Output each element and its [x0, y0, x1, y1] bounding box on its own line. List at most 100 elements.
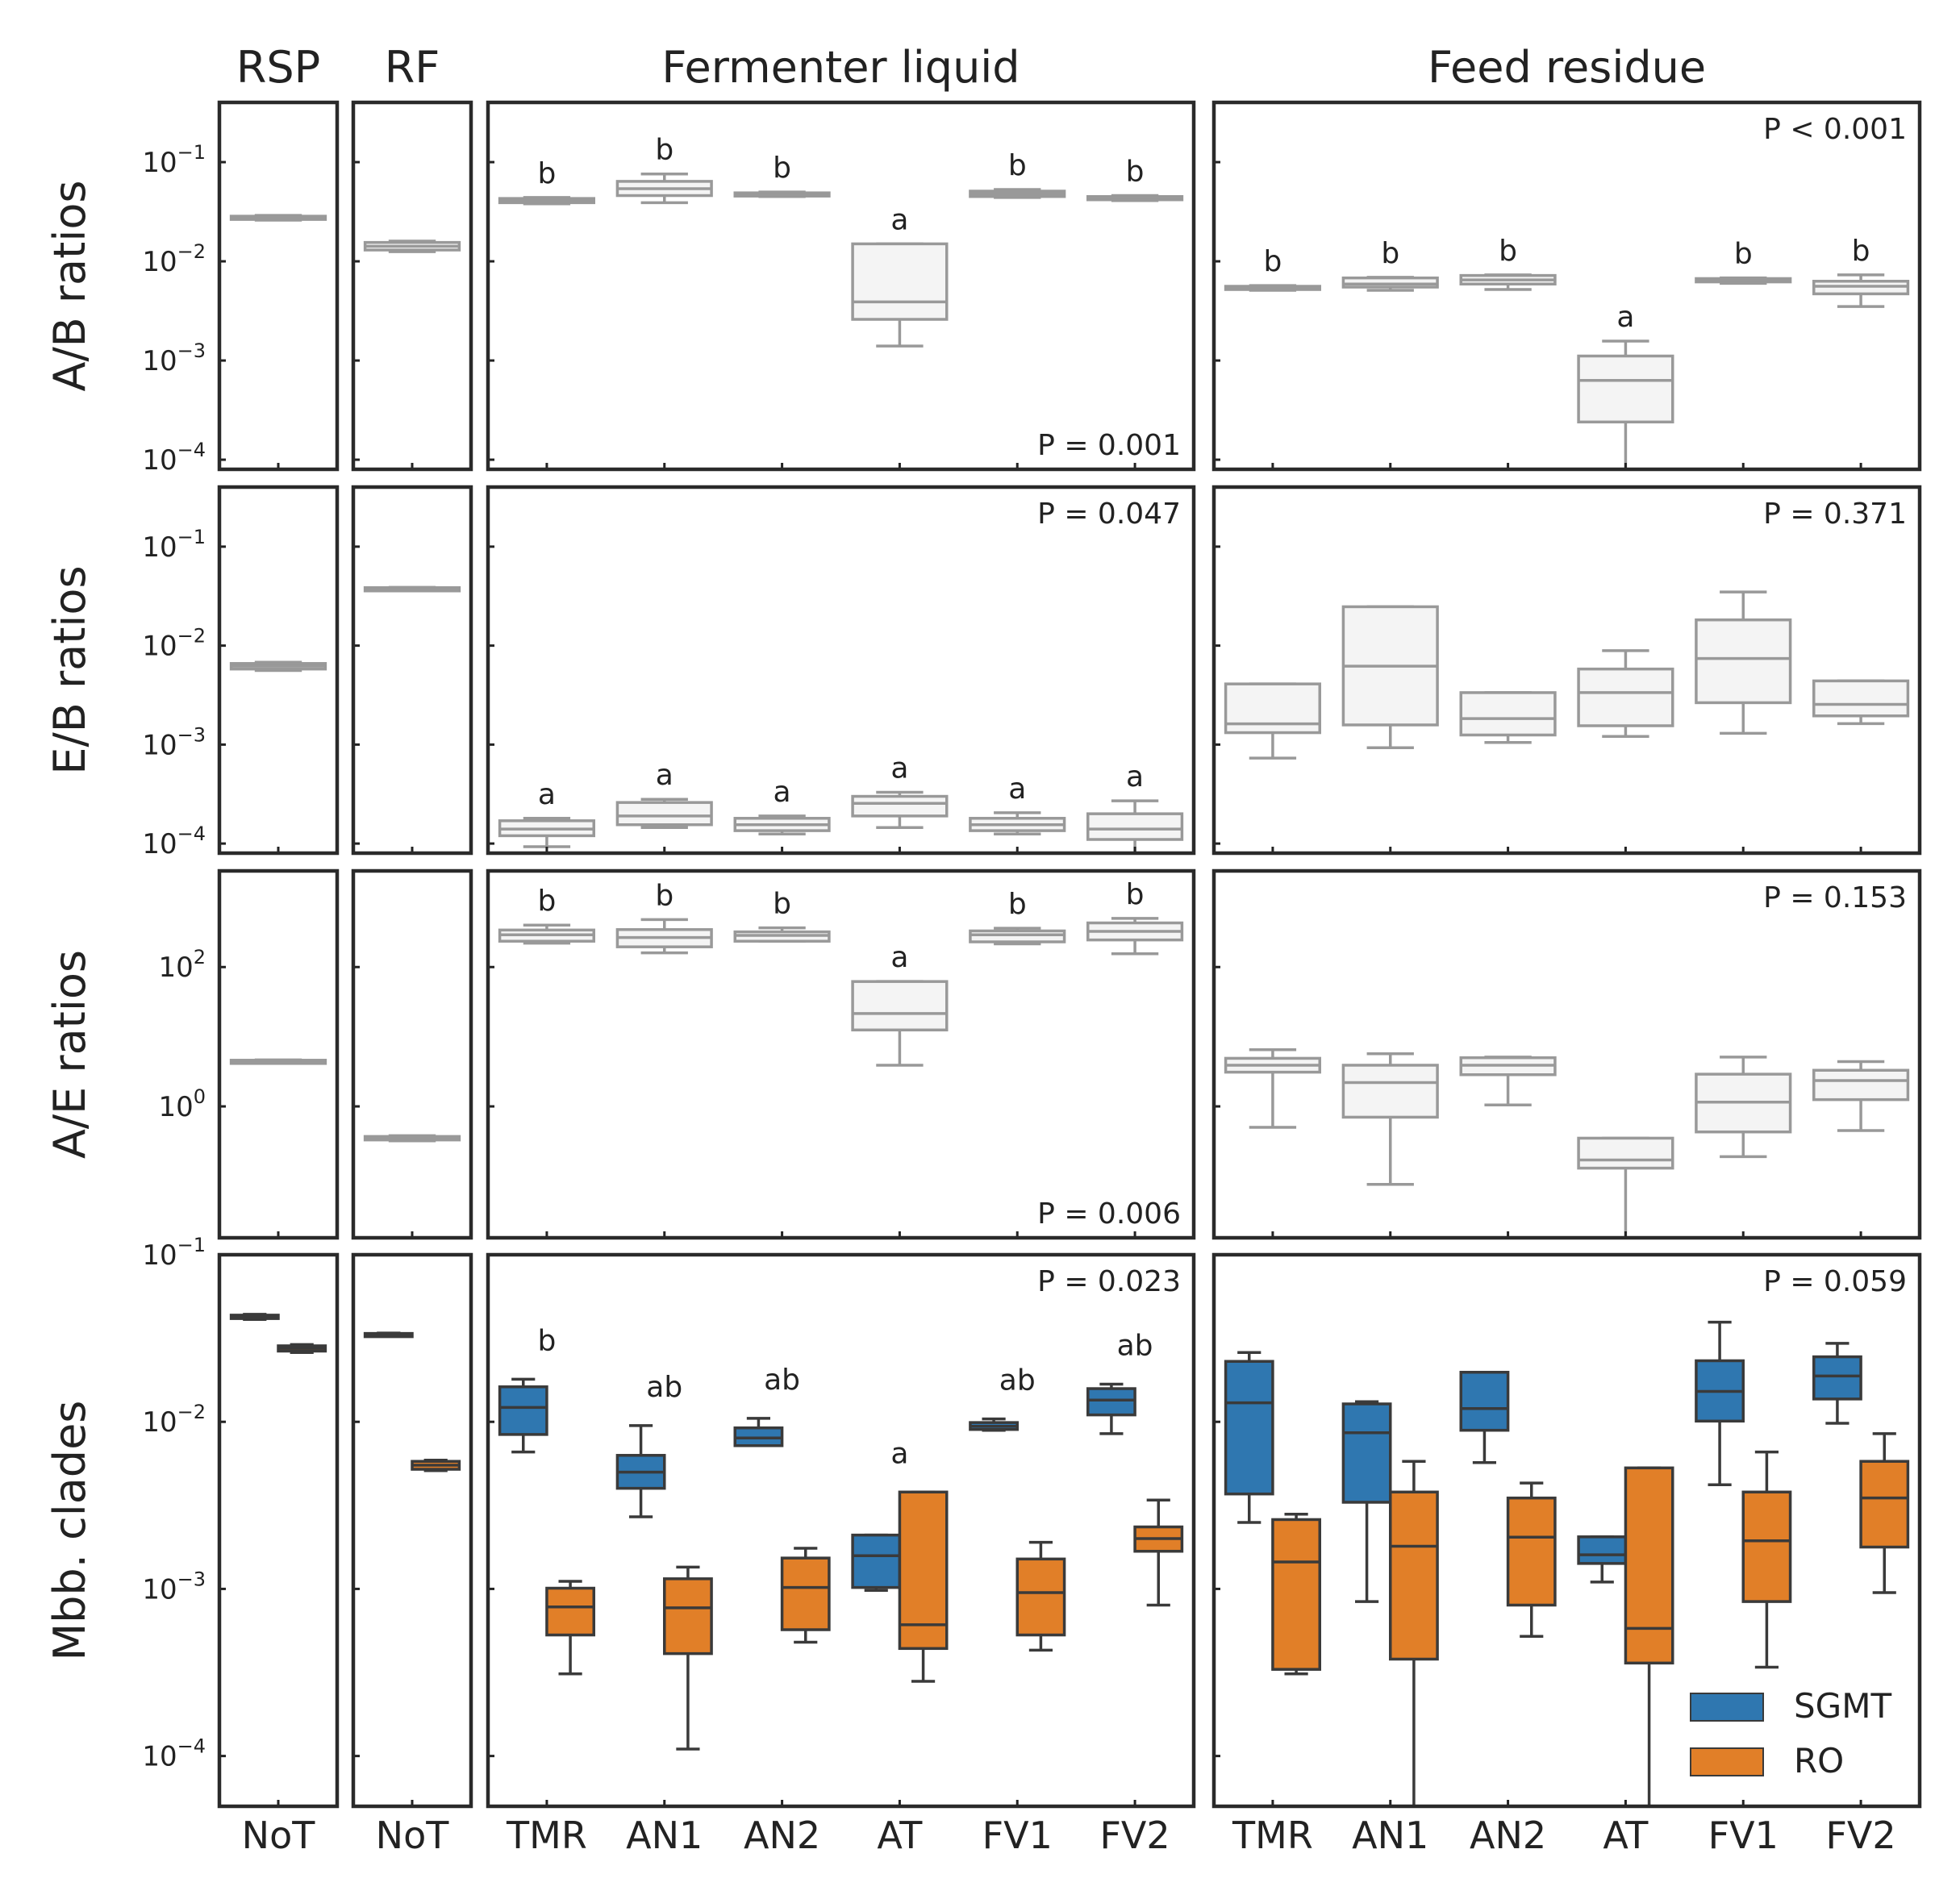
box-iqr [1812, 1068, 1910, 1102]
y-tick-label: 10−1 [142, 526, 206, 564]
column-title-feed-residue: Feed residue [1428, 42, 1706, 93]
significance-letter: a [890, 1437, 908, 1470]
box-feed-residue-fv1 [1695, 590, 1792, 735]
box-fermenter-liquid-an1 [615, 172, 713, 205]
box-iqr [1459, 691, 1557, 737]
box-iqr [1086, 1387, 1136, 1417]
box-feed-residue-an2-ro [1506, 1481, 1557, 1639]
p-value-label: P = 0.153 [1763, 881, 1907, 914]
box-fermenter-liquid-tmr [498, 196, 595, 206]
box-feed-residue-an2-sgmt [1459, 1370, 1510, 1464]
significance-letter: b [655, 879, 673, 912]
box-iqr [615, 801, 713, 827]
p-value-label: P = 0.006 [1037, 1197, 1181, 1231]
box-feed-residue-an1 [1341, 1052, 1439, 1186]
box-feed-residue-fv1 [1695, 1056, 1792, 1159]
category-label-an2: AN2 [744, 1814, 820, 1857]
box-fermenter-liquid-fv2-ro [1133, 1498, 1184, 1607]
category-label-at: AT [1603, 1814, 1649, 1857]
category-label-tmr: TMR [506, 1814, 587, 1857]
box-feed-residue-an1-sgmt [1341, 1400, 1392, 1603]
box-iqr [1577, 1136, 1674, 1170]
panel-frame [1211, 100, 1922, 472]
box-feed-residue-an2 [1459, 691, 1557, 744]
box-fermenter-liquid-at [851, 980, 949, 1067]
panel-frame [1211, 868, 1922, 1240]
box-feed-residue-fv2-ro [1859, 1432, 1910, 1594]
significance-letter: b [773, 888, 791, 921]
category-label-an1: AN1 [1352, 1814, 1428, 1857]
box-feed-residue-at [1577, 1136, 1674, 1238]
panel-frame [486, 868, 1196, 1240]
box-iqr [1224, 682, 1322, 735]
y-tick-label: 10−1 [142, 1234, 206, 1272]
box-iqr [1506, 1496, 1557, 1607]
panel-frame [351, 1252, 473, 1809]
column-title-fermenter-liquid: Fermenter liquid [661, 42, 1020, 93]
box-iqr [1741, 1490, 1792, 1603]
significance-letter: b [537, 885, 556, 918]
row-label-a-e-ratios: A/E ratios [44, 950, 95, 1159]
row-label-e-b-ratios: E/B ratios [44, 565, 95, 774]
legend-label-sgmt: SGMT [1794, 1686, 1891, 1726]
p-value-label: P = 0.023 [1037, 1265, 1181, 1298]
box-feed-residue-an2 [1459, 273, 1557, 291]
box-fermenter-liquid-fv1 [969, 927, 1066, 946]
y-tick-label: 10−4 [142, 823, 206, 860]
p-value-label: P = 0.047 [1037, 498, 1181, 531]
box-fermenter-liquid-fv2 [1086, 917, 1184, 956]
box-fermenter-liquid-fv1 [969, 188, 1066, 199]
significance-letter: a [1008, 773, 1026, 806]
box-iqr [1341, 1402, 1392, 1504]
box-iqr [1577, 667, 1674, 727]
box-feed-residue-fv1-sgmt [1695, 1320, 1745, 1487]
box-fermenter-liquid-an2-ro [780, 1547, 831, 1644]
box-iqr [1389, 1490, 1439, 1661]
y-tick-label: 10−2 [142, 240, 206, 278]
box-fermenter-liquid-tmr [498, 923, 595, 945]
box-iqr [1812, 679, 1910, 718]
box-feed-residue-tmr [1224, 682, 1322, 760]
category-label-an1: AN1 [626, 1814, 703, 1857]
box-feed-residue-tmr [1224, 1048, 1322, 1129]
box-fermenter-liquid-an1-sgmt [615, 1424, 666, 1518]
text-layer: RSP RF Fermenter liquid Feed residue A/B rat… [44, 42, 1907, 1857]
box-fermenter-liquid-an1-ro [663, 1565, 713, 1751]
box-rf-not [363, 239, 461, 253]
box-iqr [1224, 1360, 1274, 1496]
significance-letter: a [890, 203, 908, 236]
column-title-rsp: RSP [236, 42, 320, 93]
box-rf-not-ro [411, 1458, 461, 1472]
y-tick-label: 10−3 [142, 1568, 206, 1606]
box-iqr [1812, 1355, 1862, 1401]
box-rsp-not [229, 214, 327, 222]
significance-letter: b [1852, 235, 1870, 268]
significance-letter: a [656, 759, 673, 792]
box-feed-residue-at [1577, 339, 1674, 469]
y-tick-label: 102 [158, 946, 206, 984]
significance-letter: b [773, 152, 791, 185]
significance-letter: b [1499, 235, 1517, 268]
y-tick-label: 10−3 [142, 723, 206, 761]
box-fermenter-liquid-an2 [733, 190, 831, 198]
panel-frame [217, 100, 340, 472]
box-fermenter-liquid-fv1-ro [1015, 1540, 1066, 1652]
category-label-fv1: FV1 [982, 1814, 1053, 1857]
p-value-label: P = 0.371 [1763, 498, 1907, 531]
significance-letter: a [890, 752, 908, 785]
box-feed-residue-tmr-sgmt [1224, 1351, 1274, 1524]
row-label-a-b-ratios: A/B ratios [44, 181, 95, 392]
box-feed-residue-fv2 [1812, 273, 1910, 308]
significance-letter: b [1263, 245, 1282, 278]
legend-swatch-ro [1690, 1747, 1764, 1776]
box-iqr [663, 1577, 713, 1656]
y-tick-label: 10−2 [142, 1401, 206, 1439]
significance-letter: b [1126, 878, 1145, 911]
box-iqr [498, 1385, 548, 1436]
box-fermenter-liquid-an1 [615, 918, 713, 955]
category-label-an2: AN2 [1470, 1814, 1546, 1857]
box-iqr [1271, 1518, 1321, 1671]
box-iqr [1624, 1466, 1674, 1665]
box-iqr [1341, 1064, 1439, 1119]
column-title-rf: RF [385, 42, 440, 93]
